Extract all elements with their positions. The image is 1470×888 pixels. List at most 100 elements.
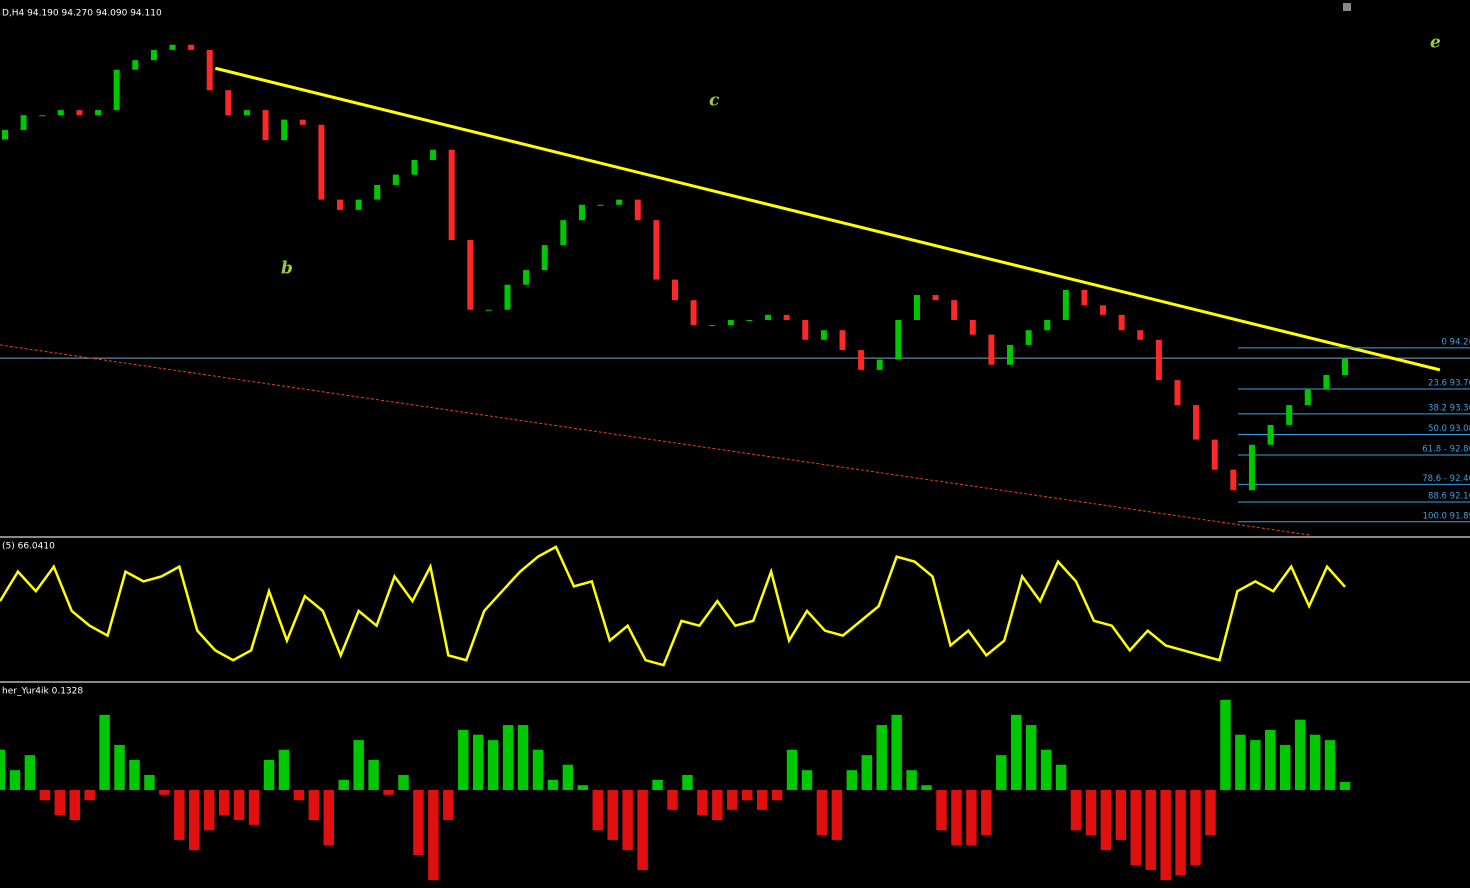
candle: [1155, 339, 1162, 381]
histogram-bar: [517, 725, 529, 791]
candle: [1323, 375, 1330, 390]
candle: [485, 309, 492, 311]
fib-label: 50.0 93.08: [1428, 424, 1470, 434]
candle: [727, 319, 734, 326]
histogram-bar: [159, 790, 170, 795]
histogram-bar: [697, 790, 708, 816]
histogram-bar: [129, 759, 140, 791]
histogram-bar: [39, 790, 51, 801]
histogram-bar: [786, 749, 798, 791]
fib-label: 61.8 - 92.80: [1422, 445, 1470, 455]
histogram-bar: [174, 790, 185, 840]
histogram-title: her_Yur4ik 0.1328: [2, 687, 83, 697]
histogram-bar: [248, 790, 260, 825]
histogram-bar: [353, 740, 364, 791]
candle: [1304, 389, 1311, 406]
candle: [467, 239, 474, 310]
candle: [20, 115, 27, 130]
candle: [76, 110, 83, 116]
candle: [337, 199, 343, 210]
fib-label: 78.6 - 92.40: [1422, 474, 1470, 484]
histogram-bar: [1235, 734, 1246, 791]
candle: [597, 204, 604, 206]
histogram-bar: [801, 770, 813, 791]
candle: [392, 174, 399, 185]
trend-line: [214, 66, 1441, 372]
fib-label: 0 94.26: [1442, 337, 1470, 347]
histogram-bar: [562, 764, 574, 791]
candle: [1174, 380, 1181, 406]
histogram-bar: [1130, 790, 1142, 866]
candle: [57, 110, 64, 116]
candle: [1137, 330, 1144, 340]
histogram-bar: [189, 790, 200, 851]
candle: [113, 69, 120, 111]
histogram-bar: [54, 790, 66, 816]
candle: [411, 159, 418, 175]
fib-label: 100.0 91.89: [1423, 511, 1470, 521]
histogram-bar: [368, 759, 379, 791]
candle: [746, 319, 753, 321]
candle: [802, 319, 809, 340]
candle: [225, 90, 232, 116]
candle: [1118, 314, 1125, 331]
histogram-bar: [428, 790, 439, 881]
candle: [690, 300, 697, 326]
histogram-bar: [383, 790, 394, 795]
histogram-bar: [771, 790, 783, 801]
histogram-bar: [1205, 790, 1216, 836]
histogram-bar: [233, 790, 245, 821]
shift-marker: [1343, 3, 1351, 11]
histogram-bar: [921, 785, 932, 791]
histogram-bar: [458, 729, 469, 791]
histogram-bar: [24, 755, 36, 791]
candle: [578, 204, 585, 221]
histogram-bar: [1040, 749, 1052, 791]
histogram-bar: [502, 725, 514, 791]
histogram-bar: [1294, 719, 1306, 791]
histogram-bar: [144, 774, 155, 791]
channel-line: [0, 344, 1310, 536]
histogram-bar: [846, 770, 858, 791]
candle: [1100, 305, 1107, 315]
histogram-bar: [323, 790, 335, 846]
histogram-bar: [1190, 790, 1201, 866]
histogram-bar: [652, 779, 663, 791]
candle: [299, 119, 306, 125]
candle: [709, 325, 716, 327]
histogram-bar: [667, 790, 678, 810]
candle: [430, 149, 437, 160]
histogram-bar: [278, 749, 290, 791]
histogram-bar: [0, 749, 6, 791]
histogram-bar: [831, 790, 843, 840]
histogram-bar: [936, 790, 947, 831]
oscillator-line: [0, 545, 1346, 667]
candle: [281, 119, 288, 141]
histogram-bar: [1085, 790, 1097, 836]
candle: [783, 314, 790, 320]
histogram-bar: [99, 714, 110, 791]
histogram-bar: [1339, 782, 1351, 791]
candle: [262, 110, 269, 141]
candle: [318, 124, 325, 200]
candle: [1211, 439, 1218, 470]
candle: [1044, 319, 1051, 331]
candle: [988, 334, 995, 365]
candle: [765, 314, 772, 320]
histogram-bar: [487, 740, 499, 791]
histogram-bar: [69, 790, 80, 821]
plot-layer: 0 94.26 23.6 93.70 38.2 93.36 50.0 93.08 61.…: [0, 44, 1470, 881]
histogram-bar: [1010, 714, 1022, 791]
histogram-bar: [861, 755, 873, 791]
candle: [1248, 444, 1255, 491]
histogram-bar: [891, 714, 902, 791]
candle: [672, 279, 678, 301]
histogram-bar: [607, 790, 618, 840]
candle: [560, 220, 567, 246]
price-title: D,H4 94.190 94.270 94.090 94.110: [2, 9, 162, 19]
histogram-bar: [622, 790, 633, 851]
candle: [206, 49, 213, 91]
histogram-bar: [1025, 725, 1037, 791]
